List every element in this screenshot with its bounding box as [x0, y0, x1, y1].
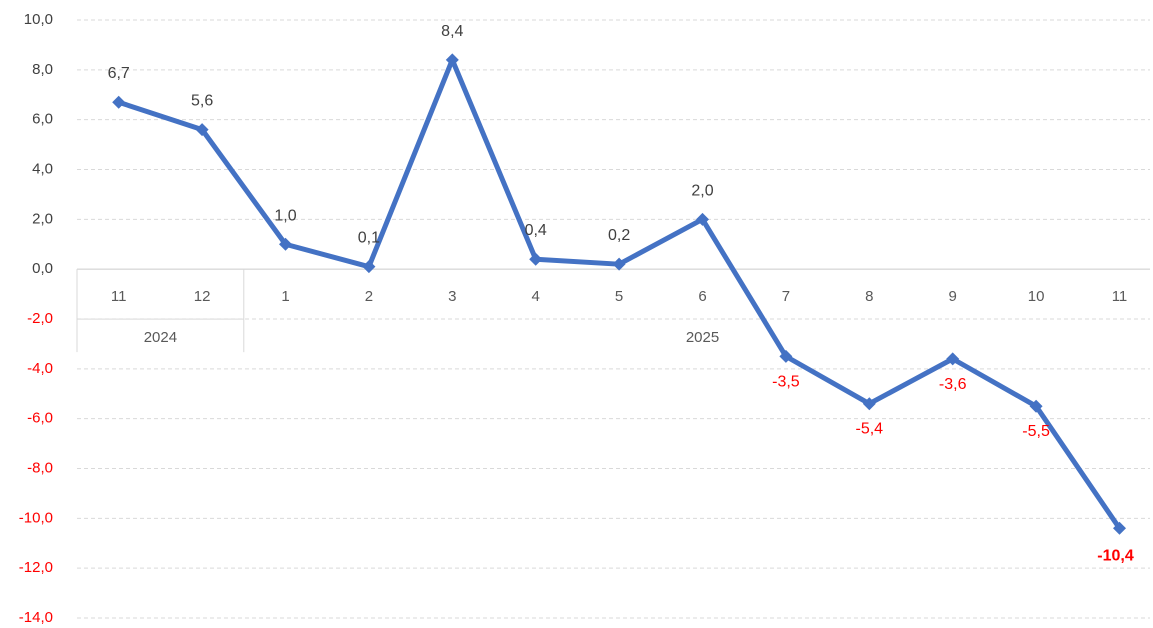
- y-tick-label: 6,0: [32, 111, 53, 128]
- data-label: 1,0: [274, 207, 296, 224]
- x-tick-label: 10: [1028, 288, 1045, 305]
- y-tick-label: -6,0: [27, 410, 53, 427]
- data-label: 0,2: [608, 227, 630, 244]
- data-point: [279, 237, 292, 251]
- data-labels: 6,7 5,6 1,0 0,1 8,4 0,4 0,2 2,0 -3,5 -5,4 -3,6 -5,5…: [108, 23, 1134, 564]
- data-label: 0,1: [358, 230, 380, 247]
- x-tick-label: 1: [281, 288, 289, 305]
- gridlines: [77, 19, 1150, 619]
- x-group-label: 2025: [686, 329, 719, 346]
- x-tick-label: 8: [865, 288, 873, 305]
- data-label: -3,5: [772, 373, 800, 390]
- y-axis: 10,0 8,0 6,0 4,0 2,0 0,0 -2,0 -4,0 -6,0 -8,0 -10,0…: [19, 11, 53, 626]
- data-label: -3,6: [939, 376, 967, 393]
- x-tick-label: 11: [111, 288, 127, 305]
- y-tick-label: -14,0: [19, 609, 53, 626]
- data-label: -5,4: [856, 421, 884, 438]
- y-tick-label: 8,0: [32, 61, 53, 78]
- data-label: -5,5: [1022, 423, 1050, 440]
- data-point: [112, 95, 126, 109]
- x-tick-label: 6: [698, 288, 706, 305]
- y-tick-label: 4,0: [32, 160, 53, 177]
- data-point: [779, 349, 793, 363]
- data-point: [529, 252, 543, 266]
- y-tick-label: -2,0: [27, 310, 53, 327]
- y-tick-label: -10,0: [19, 509, 53, 526]
- data-label: 5,6: [191, 93, 213, 110]
- x-tick-label: 12: [194, 288, 211, 305]
- data-point: [696, 212, 709, 226]
- x-tick-label: 3: [448, 288, 456, 305]
- series-line: [112, 53, 1126, 535]
- y-tick-label: -12,0: [19, 559, 53, 576]
- data-point: [946, 352, 960, 366]
- data-label: 6,7: [108, 65, 130, 82]
- x-tick-label: 4: [532, 288, 540, 305]
- x-tick-label: 11: [1112, 288, 1128, 305]
- data-label: 0,4: [525, 222, 547, 239]
- y-tick-label: 10,0: [24, 11, 53, 28]
- y-tick-label: -8,0: [27, 459, 53, 476]
- data-label: 2,0: [691, 182, 713, 199]
- x-tick-label: 5: [615, 288, 623, 305]
- y-tick-label: 2,0: [32, 210, 53, 227]
- y-tick-label: -4,0: [27, 360, 53, 377]
- data-point: [612, 257, 626, 271]
- data-label: -10,4: [1097, 547, 1134, 564]
- data-point: [445, 53, 459, 67]
- data-point: [362, 260, 376, 274]
- x-tick-label: 2: [365, 288, 373, 305]
- data-point: [1029, 399, 1043, 413]
- data-point: [1113, 521, 1126, 535]
- x-tick-label: 9: [949, 288, 957, 305]
- data-point: [862, 397, 876, 411]
- data-label: 8,4: [441, 23, 463, 40]
- x-tick-label: 7: [782, 288, 790, 305]
- data-point: [195, 123, 209, 137]
- x-group-label: 2024: [144, 329, 177, 346]
- y-tick-label: 0,0: [32, 260, 53, 277]
